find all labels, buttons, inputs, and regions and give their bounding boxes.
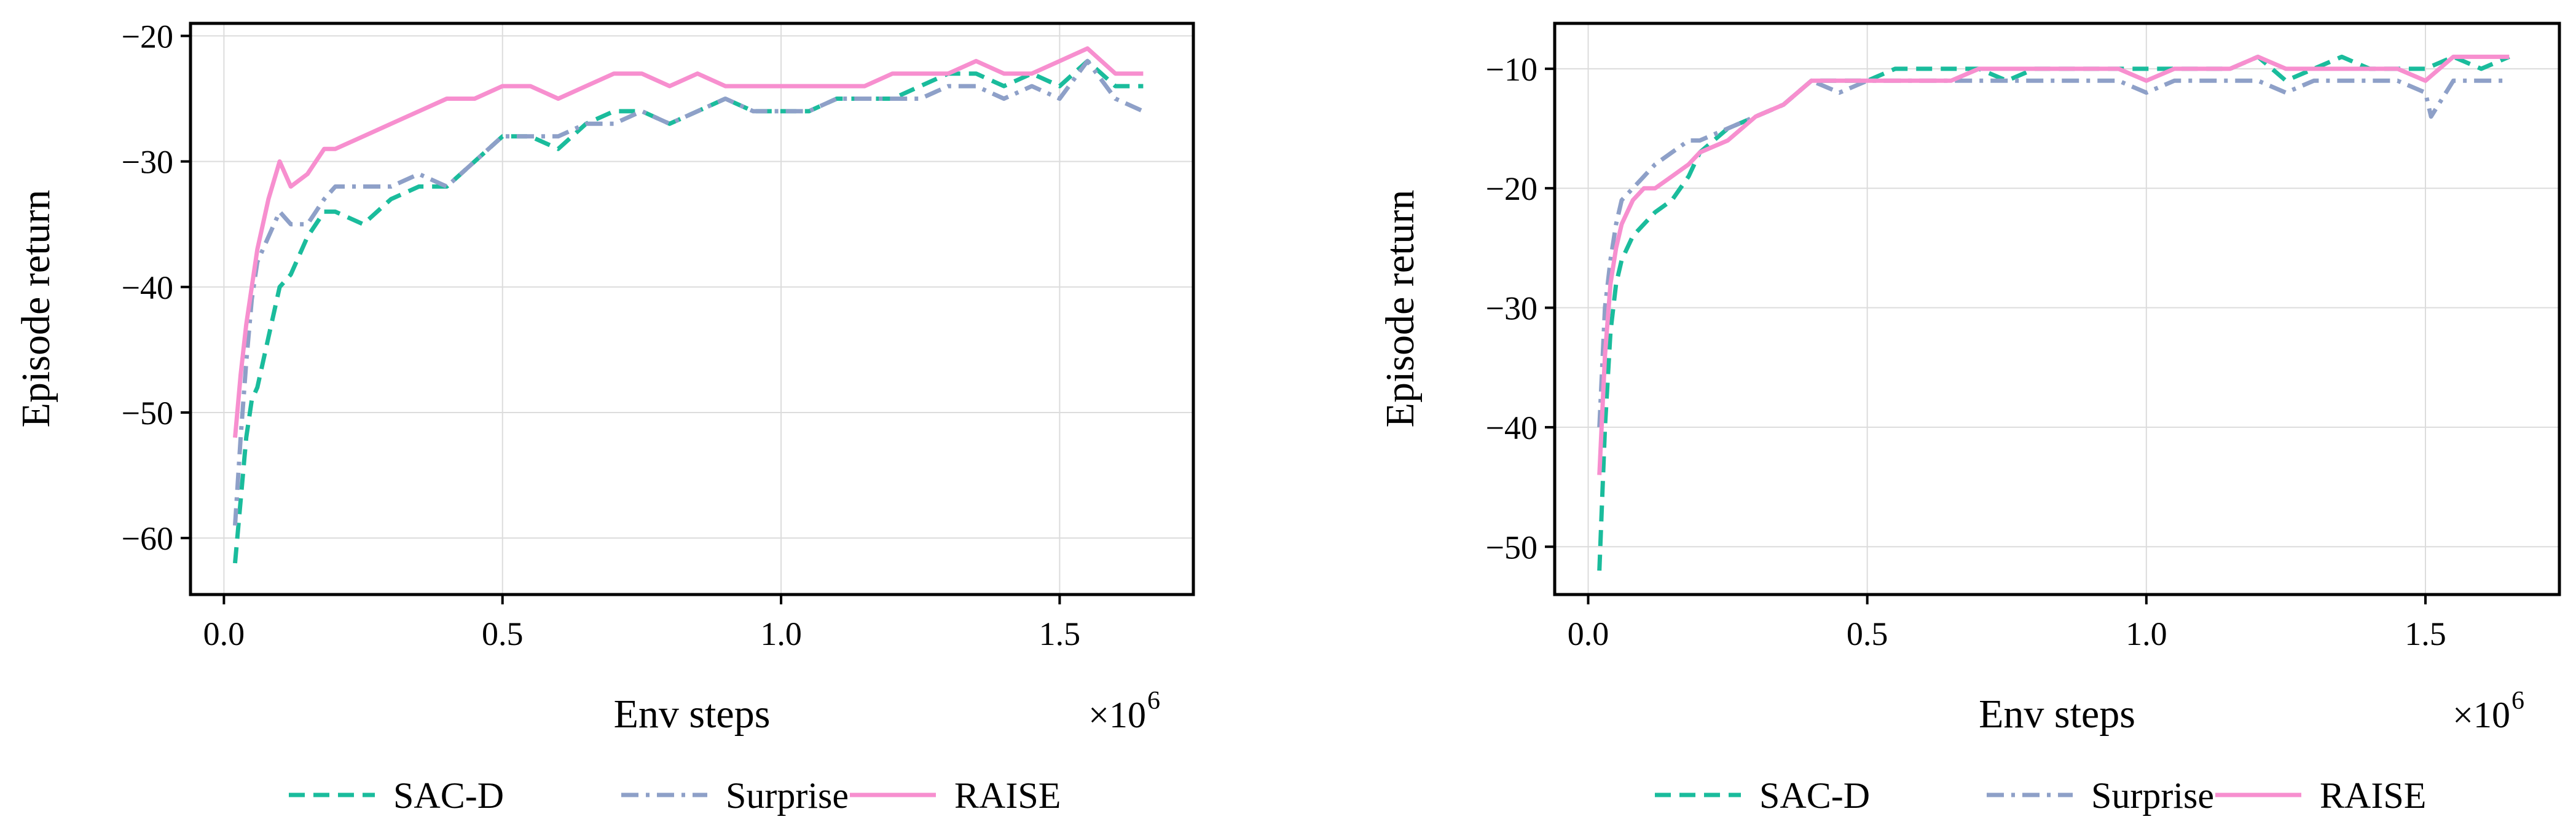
x-axis-label: Env steps (1979, 692, 2135, 737)
x-tick-label: 1.5 (1039, 615, 1081, 652)
legend: SAC-D Surprise RAISE (1655, 775, 2426, 816)
legend-label: Surprise (726, 775, 849, 816)
x-multiplier: ×10 (2452, 695, 2510, 735)
series-line-sac-d (233, 58, 1144, 564)
series-line-sac-d (1597, 54, 2510, 571)
x-tick-label: 0.5 (482, 615, 524, 652)
y-axis-label: Episode return (1378, 190, 1423, 428)
x-multiplier-exponent: 6 (1147, 687, 1160, 715)
x-multiplier-exponent: 6 (2511, 687, 2524, 715)
series-line-raise (233, 46, 1144, 438)
plot-frame (189, 22, 1195, 596)
legend-label: RAISE (954, 775, 1061, 816)
series-line-raise (1597, 54, 2510, 475)
y-tick-label: −10 (1486, 51, 1537, 88)
x-tick-label: 0.5 (1847, 615, 1888, 652)
y-tick-label: −20 (1486, 170, 1537, 207)
series-line-surprise (233, 58, 1144, 526)
chart-panel-2: 0.0 0.5 1.0 1.5 −50 −40 −30 −20 −10 Env steps Epis… (1378, 22, 2561, 816)
chart-panel-1: 0.0 0.5 1.0 1.5 −60 −50 −40 −30 −20 Env steps Epis… (14, 18, 1195, 816)
legend-label: SAC-D (1759, 775, 1870, 816)
y-tick-label: −50 (122, 395, 173, 432)
y-tick-label: −30 (122, 144, 173, 181)
y-tick-label: −20 (122, 18, 173, 55)
y-tick-label: −50 (1486, 529, 1537, 566)
y-axis-label: Episode return (14, 190, 58, 428)
y-tick-label: −30 (1486, 290, 1537, 327)
y-tick-label: −40 (1486, 409, 1537, 446)
legend-label: RAISE (2320, 775, 2426, 816)
legend-label: Surprise (2091, 775, 2214, 816)
legend: SAC-D Surprise RAISE (289, 775, 1061, 816)
x-tick-label: 1.0 (760, 615, 802, 652)
x-tick-label: 0.0 (203, 615, 245, 652)
x-tick-label: 1.5 (2405, 615, 2446, 652)
x-tick-label: 1.0 (2126, 615, 2167, 652)
legend-label: SAC-D (393, 775, 504, 816)
x-tick-label: 0.0 (1568, 615, 1609, 652)
plot-frame (1553, 22, 2561, 596)
x-axis-label: Env steps (614, 692, 771, 737)
series-line-surprise (1597, 78, 2510, 428)
x-multiplier: ×10 (1088, 695, 1146, 735)
y-tick-label: −60 (122, 520, 173, 557)
y-tick-label: −40 (122, 269, 173, 306)
